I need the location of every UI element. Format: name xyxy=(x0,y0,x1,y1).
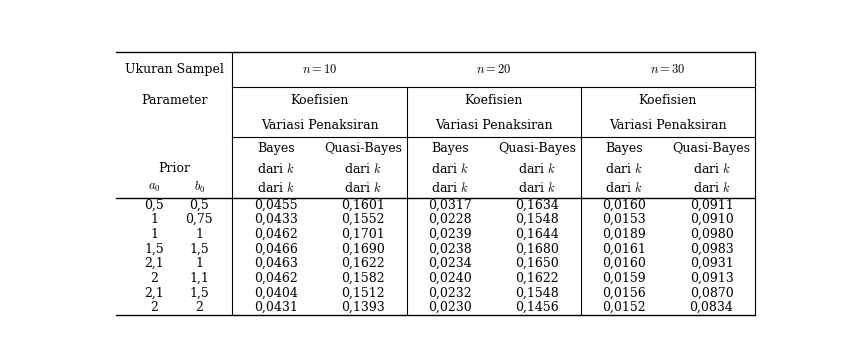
Text: 0,1680: 0,1680 xyxy=(515,242,559,256)
Text: dari $k$: dari $k$ xyxy=(344,162,382,176)
Text: 0,0431: 0,0431 xyxy=(254,301,298,314)
Text: 0,1601: 0,1601 xyxy=(342,198,385,211)
Text: Variasi Penaksiran: Variasi Penaksiran xyxy=(435,119,552,132)
Text: $b_0$: $b_0$ xyxy=(194,180,205,195)
Text: 0,0159: 0,0159 xyxy=(603,272,646,285)
Text: $n = 10$: $n = 10$ xyxy=(302,63,337,76)
Text: 0,0834: 0,0834 xyxy=(689,301,734,314)
Text: 0,0240: 0,0240 xyxy=(428,272,473,285)
Text: 0,0462: 0,0462 xyxy=(254,228,298,241)
Text: 0,0913: 0,0913 xyxy=(689,272,734,285)
Text: 0,0983: 0,0983 xyxy=(689,242,734,256)
Text: Koefisien: Koefisien xyxy=(638,94,697,107)
Text: dari $k$: dari $k$ xyxy=(693,162,730,176)
Text: dari $k$: dari $k$ xyxy=(605,162,643,176)
Text: Quasi-Bayes: Quasi-Bayes xyxy=(672,142,751,155)
Text: 0,1690: 0,1690 xyxy=(342,242,385,256)
Text: 2: 2 xyxy=(150,272,158,285)
Text: 1: 1 xyxy=(150,228,158,241)
Text: 2: 2 xyxy=(150,301,158,314)
Text: 1,5: 1,5 xyxy=(144,242,164,256)
Text: 1,1: 1,1 xyxy=(190,272,209,285)
Text: Parameter: Parameter xyxy=(141,94,207,107)
Text: 0,0455: 0,0455 xyxy=(254,198,298,211)
Text: 0,0931: 0,0931 xyxy=(689,257,734,270)
Text: 0,1622: 0,1622 xyxy=(342,257,385,270)
Text: 0,0232: 0,0232 xyxy=(428,287,472,300)
Text: 0,0161: 0,0161 xyxy=(603,242,646,256)
Text: 0,0433: 0,0433 xyxy=(254,213,298,226)
Text: 0,0870: 0,0870 xyxy=(689,287,734,300)
Text: 0,5: 0,5 xyxy=(190,198,209,211)
Text: 1: 1 xyxy=(196,257,203,270)
Text: 0,1548: 0,1548 xyxy=(515,287,559,300)
Text: Variasi Penaksiran: Variasi Penaksiran xyxy=(609,119,727,132)
Text: dari $k$: dari $k$ xyxy=(605,181,643,195)
Text: 0,5: 0,5 xyxy=(144,198,164,211)
Text: 0,0910: 0,0910 xyxy=(689,213,734,226)
Text: 0,1650: 0,1650 xyxy=(515,257,559,270)
Text: dari $k$: dari $k$ xyxy=(693,181,730,195)
Text: 2,1: 2,1 xyxy=(144,257,164,270)
Text: 0,0317: 0,0317 xyxy=(428,198,473,211)
Text: Quasi-Bayes: Quasi-Bayes xyxy=(324,142,402,155)
Text: Bayes: Bayes xyxy=(432,142,469,155)
Text: 0,1456: 0,1456 xyxy=(515,301,559,314)
Text: 0,0980: 0,0980 xyxy=(689,228,734,241)
Text: 0,0152: 0,0152 xyxy=(603,301,646,314)
Text: 0,1548: 0,1548 xyxy=(515,213,559,226)
Text: 0,75: 0,75 xyxy=(185,213,213,226)
Text: dari $k$: dari $k$ xyxy=(258,162,295,176)
Text: $a_0$: $a_0$ xyxy=(148,181,161,194)
Text: 0,1644: 0,1644 xyxy=(515,228,559,241)
Text: Prior: Prior xyxy=(158,162,190,175)
Text: dari $k$: dari $k$ xyxy=(518,162,556,176)
Text: 0,1393: 0,1393 xyxy=(342,301,385,314)
Text: 0,0189: 0,0189 xyxy=(603,228,646,241)
Text: 0,0911: 0,0911 xyxy=(689,198,734,211)
Text: dari $k$: dari $k$ xyxy=(432,162,469,176)
Text: $n = 20$: $n = 20$ xyxy=(476,63,512,76)
Text: 0,0234: 0,0234 xyxy=(428,257,473,270)
Text: 1,5: 1,5 xyxy=(190,242,209,256)
Text: 0,0404: 0,0404 xyxy=(254,287,298,300)
Text: 1: 1 xyxy=(196,228,203,241)
Text: dari $k$: dari $k$ xyxy=(258,181,295,195)
Text: 0,0160: 0,0160 xyxy=(603,257,646,270)
Text: dari $k$: dari $k$ xyxy=(344,181,382,195)
Text: 0,0230: 0,0230 xyxy=(428,301,473,314)
Text: 2: 2 xyxy=(196,301,203,314)
Text: $n = 30$: $n = 30$ xyxy=(650,63,686,76)
Text: 0,1552: 0,1552 xyxy=(342,213,385,226)
Text: Koefisien: Koefisien xyxy=(465,94,523,107)
Text: 0,0239: 0,0239 xyxy=(428,228,472,241)
Text: 0,0466: 0,0466 xyxy=(254,242,298,256)
Text: 0,0463: 0,0463 xyxy=(254,257,298,270)
Text: 0,0160: 0,0160 xyxy=(603,198,646,211)
Text: Bayes: Bayes xyxy=(258,142,295,155)
Text: 0,1512: 0,1512 xyxy=(342,287,385,300)
Text: Quasi-Bayes: Quasi-Bayes xyxy=(498,142,576,155)
Text: 0,1582: 0,1582 xyxy=(342,272,385,285)
Text: 1: 1 xyxy=(150,213,158,226)
Text: Koefisien: Koefisien xyxy=(291,94,348,107)
Text: 0,1622: 0,1622 xyxy=(515,272,559,285)
Text: Bayes: Bayes xyxy=(605,142,643,155)
Text: dari $k$: dari $k$ xyxy=(518,181,556,195)
Text: 0,0228: 0,0228 xyxy=(428,213,472,226)
Text: 0,1634: 0,1634 xyxy=(515,198,559,211)
Text: Variasi Penaksiran: Variasi Penaksiran xyxy=(261,119,378,132)
Text: 2,1: 2,1 xyxy=(144,287,164,300)
Text: 0,0156: 0,0156 xyxy=(603,287,646,300)
Text: dari $k$: dari $k$ xyxy=(432,181,469,195)
Text: 0,0238: 0,0238 xyxy=(428,242,473,256)
Text: 0,1701: 0,1701 xyxy=(342,228,385,241)
Text: 0,0153: 0,0153 xyxy=(603,213,646,226)
Text: Ukuran Sampel: Ukuran Sampel xyxy=(125,63,224,76)
Text: 0,0462: 0,0462 xyxy=(254,272,298,285)
Text: 1,5: 1,5 xyxy=(190,287,209,300)
